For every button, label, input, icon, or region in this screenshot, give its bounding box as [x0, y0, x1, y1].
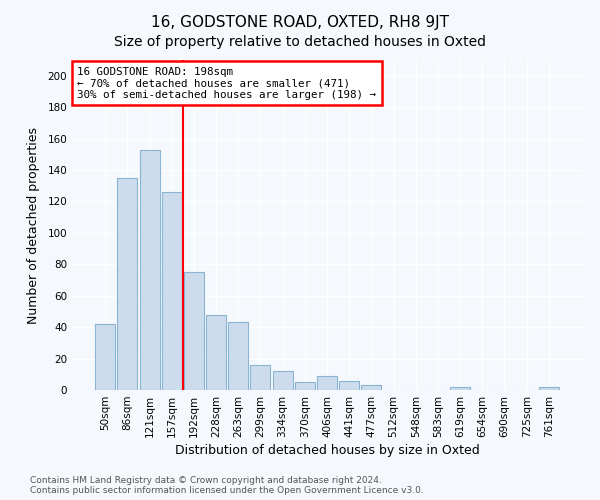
Bar — [272, 371, 293, 390]
Bar — [206, 314, 226, 390]
Text: 16, GODSTONE ROAD, OXTED, RH8 9JT: 16, GODSTONE ROAD, OXTED, RH8 9JT — [151, 15, 449, 30]
Text: Contains HM Land Registry data © Crown copyright and database right 2024.
Contai: Contains HM Land Registry data © Crown c… — [30, 476, 424, 495]
Bar — [228, 322, 248, 390]
Bar — [539, 387, 559, 390]
Bar — [184, 272, 204, 390]
Bar — [361, 386, 382, 390]
X-axis label: Distribution of detached houses by size in Oxted: Distribution of detached houses by size … — [175, 444, 479, 457]
Bar — [317, 376, 337, 390]
Bar — [95, 324, 115, 390]
Bar — [339, 380, 359, 390]
Text: Size of property relative to detached houses in Oxted: Size of property relative to detached ho… — [114, 35, 486, 49]
Bar — [295, 382, 315, 390]
Bar — [450, 387, 470, 390]
Bar — [118, 178, 137, 390]
Y-axis label: Number of detached properties: Number of detached properties — [28, 126, 40, 324]
Bar — [162, 192, 182, 390]
Bar — [250, 365, 271, 390]
Text: 16 GODSTONE ROAD: 198sqm
← 70% of detached houses are smaller (471)
30% of semi-: 16 GODSTONE ROAD: 198sqm ← 70% of detach… — [77, 66, 376, 100]
Bar — [140, 150, 160, 390]
